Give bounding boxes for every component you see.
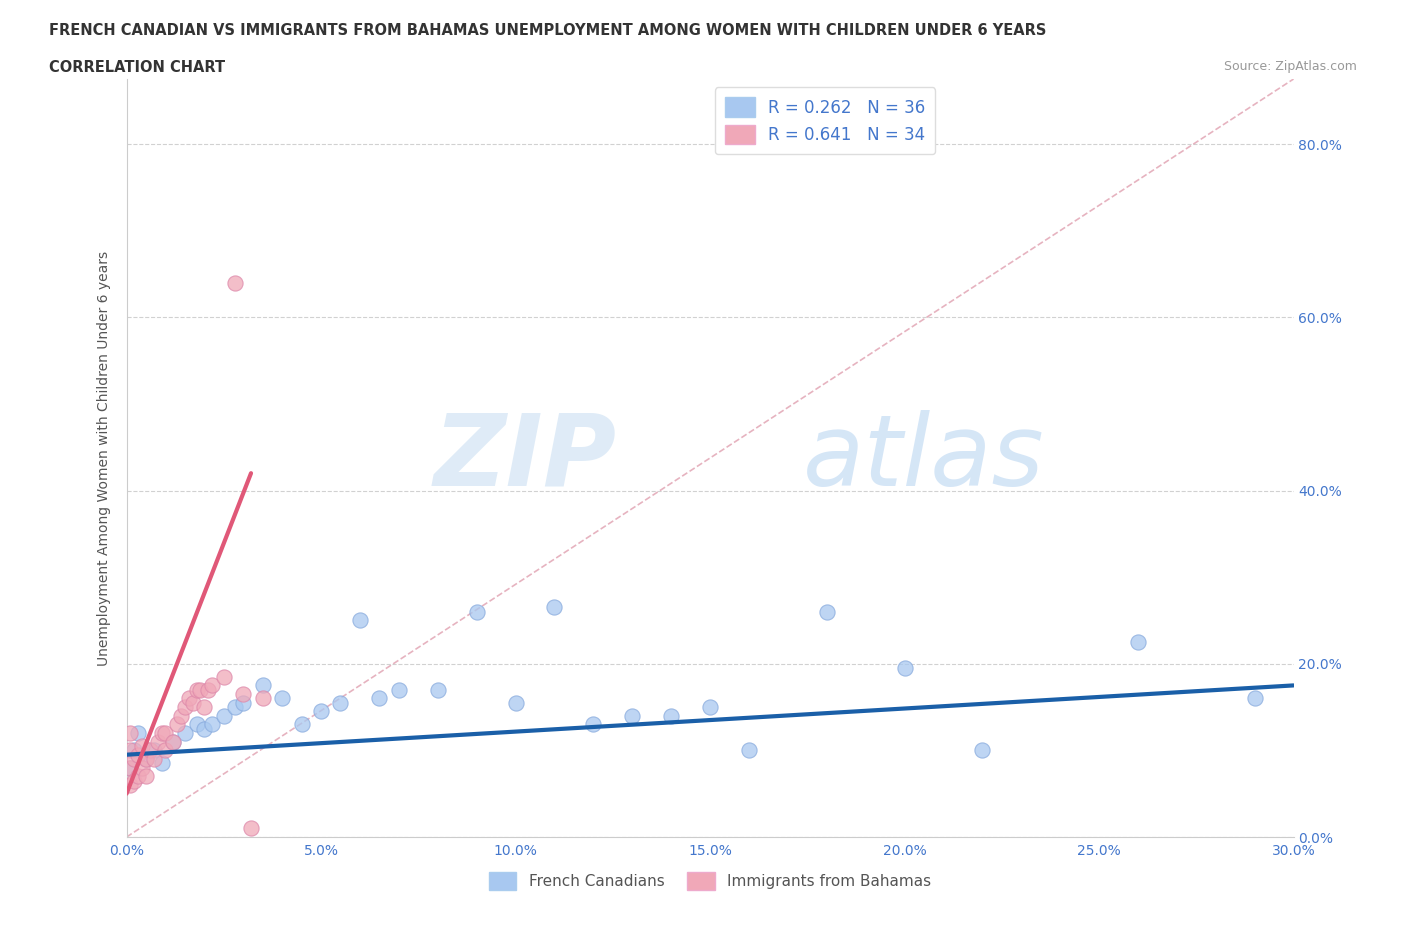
Point: [224, 275, 246, 290]
Point: [142, 751, 165, 766]
Point: [124, 773, 146, 788]
Y-axis label: Unemployment Among Women with Children Under 6 years: Unemployment Among Women with Children U…: [97, 250, 111, 666]
Point: [232, 686, 254, 701]
Point: [135, 751, 157, 766]
Point: [201, 717, 224, 732]
Point: [186, 717, 208, 732]
Point: [212, 709, 235, 724]
Point: [124, 743, 146, 758]
Point: [193, 699, 215, 714]
Point: [1243, 691, 1265, 706]
Point: [120, 760, 142, 775]
Point: [349, 613, 371, 628]
Point: [127, 748, 149, 763]
Point: [120, 725, 142, 740]
Point: [135, 769, 157, 784]
Point: [127, 769, 149, 784]
Point: [181, 696, 204, 711]
Point: [197, 683, 219, 698]
Point: [893, 660, 915, 675]
Point: [142, 743, 165, 758]
Point: [252, 691, 274, 706]
Point: [465, 604, 488, 619]
Point: [127, 725, 149, 740]
Point: [150, 756, 173, 771]
Point: [131, 760, 153, 775]
Point: [155, 725, 177, 740]
Point: [582, 717, 605, 732]
Point: [150, 725, 173, 740]
Text: CORRELATION CHART: CORRELATION CHART: [49, 60, 225, 75]
Point: [120, 743, 142, 758]
Point: [193, 722, 215, 737]
Text: FRENCH CANADIAN VS IMMIGRANTS FROM BAHAMAS UNEMPLOYMENT AMONG WOMEN WITH CHILDRE: FRENCH CANADIAN VS IMMIGRANTS FROM BAHAM…: [49, 23, 1046, 38]
Point: [155, 743, 177, 758]
Text: atlas: atlas: [803, 409, 1045, 507]
Point: [120, 760, 142, 775]
Point: [543, 600, 565, 615]
Point: [972, 743, 994, 758]
Point: [166, 717, 188, 732]
Point: [738, 743, 761, 758]
Point: [224, 699, 246, 714]
Point: [174, 699, 197, 714]
Point: [699, 699, 721, 714]
Point: [329, 696, 352, 711]
Point: [505, 696, 527, 711]
Point: [201, 678, 224, 693]
Point: [120, 777, 142, 792]
Legend: French Canadians, Immigrants from Bahamas: French Canadians, Immigrants from Bahama…: [482, 866, 938, 897]
Point: [162, 735, 184, 750]
Point: [240, 821, 263, 836]
Point: [232, 696, 254, 711]
Point: [170, 709, 193, 724]
Text: ZIP: ZIP: [433, 409, 617, 507]
Point: [368, 691, 391, 706]
Point: [124, 751, 146, 766]
Point: [1126, 634, 1149, 649]
Point: [212, 670, 235, 684]
Point: [135, 751, 157, 766]
Point: [190, 683, 212, 698]
Point: [139, 743, 162, 758]
Point: [659, 709, 682, 724]
Point: [162, 735, 184, 750]
Point: [621, 709, 644, 724]
Point: [131, 738, 153, 753]
Point: [309, 704, 332, 719]
Point: [186, 683, 208, 698]
Point: [290, 717, 312, 732]
Point: [271, 691, 294, 706]
Point: [177, 691, 200, 706]
Point: [388, 683, 411, 698]
Point: [815, 604, 838, 619]
Text: Source: ZipAtlas.com: Source: ZipAtlas.com: [1223, 60, 1357, 73]
Point: [252, 678, 274, 693]
Point: [426, 683, 449, 698]
Point: [146, 735, 169, 750]
Point: [174, 725, 197, 740]
